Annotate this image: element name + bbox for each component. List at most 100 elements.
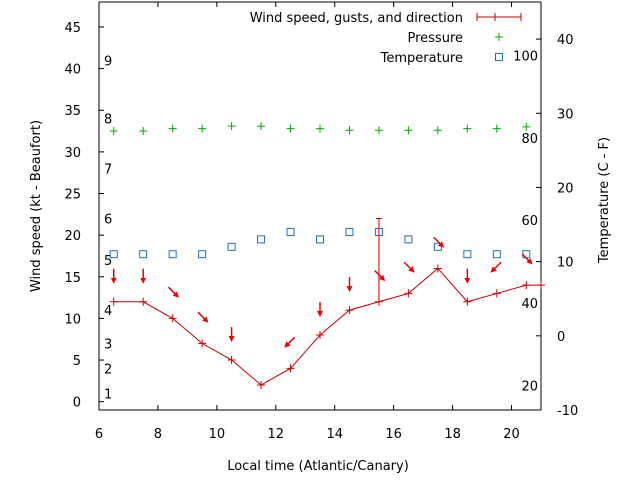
plot-frame <box>98 1 542 411</box>
pressure-series <box>109 122 531 136</box>
wind-speed-point <box>404 289 413 298</box>
legend-label: Pressure <box>407 31 463 46</box>
legend-pressure-marker <box>495 33 503 41</box>
y2-tick-label: -10 <box>557 404 578 419</box>
y-tick-label: 10 <box>64 312 81 327</box>
beaufort-label: 9 <box>104 54 112 69</box>
y-tick-label: 35 <box>64 104 81 119</box>
wind-speed-point <box>537 281 545 290</box>
wind-speed-line <box>113 267 541 386</box>
fahrenheit-label: 40 <box>521 297 538 312</box>
wind-speed-point <box>257 381 266 390</box>
fahrenheit-label: 20 <box>521 380 538 395</box>
wind-direction-arrow <box>433 236 445 248</box>
wind-speed-point <box>168 314 177 323</box>
x-tick-label: 14 <box>326 427 343 442</box>
temperature-point <box>345 227 354 236</box>
x-tick-label: 8 <box>154 427 162 442</box>
fahrenheit-label: 60 <box>521 214 538 229</box>
pressure-point <box>227 122 236 131</box>
x-axis-title: Local time (Atlantic/Canary) <box>227 459 409 474</box>
wind-direction-arrow <box>374 270 386 282</box>
wind-direction-arrow <box>284 336 296 348</box>
temperature-point <box>139 250 148 259</box>
wind-speed-point <box>227 356 236 365</box>
x-axis: 6 8 10 12 14 16 18 20 <box>95 2 520 442</box>
wind-speed-point <box>316 331 324 340</box>
x-tick-label: 16 <box>385 427 402 442</box>
fahrenheit-label: 100 <box>513 49 538 64</box>
beaufort-scale: 1 2 3 4 5 6 7 8 9 <box>104 54 112 402</box>
wind-direction-arrow <box>167 286 179 298</box>
pressure-point <box>198 124 207 133</box>
pressure-point <box>404 126 413 135</box>
fahrenheit-scale: 20 40 60 80 100 <box>513 49 538 394</box>
y-tick-label: 30 <box>64 146 81 161</box>
y-axis-title: Wind speed (kt - Beaufort) <box>29 120 44 292</box>
wind-direction-arrow <box>521 253 533 265</box>
temperature-series <box>109 227 531 259</box>
legend-temperature-marker <box>495 53 503 61</box>
y-tick-label: 0 <box>73 396 81 411</box>
beaufort-label: 4 <box>104 304 112 319</box>
y-tick-label: 5 <box>73 354 81 369</box>
wind-speed-point <box>492 289 501 298</box>
temperature-point <box>198 250 207 259</box>
fahrenheit-label: 80 <box>521 132 538 147</box>
pressure-point <box>109 127 118 136</box>
wind-speed-point <box>345 306 354 315</box>
pressure-point <box>345 126 354 135</box>
pressure-point <box>433 126 442 135</box>
wind-speed-point <box>109 297 118 306</box>
legend-label: Wind speed, gusts, and direction <box>250 11 463 26</box>
pressure-point <box>286 124 295 133</box>
pressure-point <box>492 124 501 133</box>
y2-tick-label: 10 <box>557 256 574 271</box>
y-tick-label: 45 <box>64 21 81 36</box>
y2-tick-label: 30 <box>557 107 574 122</box>
x-tick-label: 20 <box>503 427 520 442</box>
y-axis-left: 0 5 10 15 20 25 30 35 40 45 <box>64 21 104 411</box>
x-tick-label: 18 <box>444 427 461 442</box>
y2-tick-label: 40 <box>557 33 574 48</box>
x-tick-label: 10 <box>209 427 226 442</box>
y-axis-right: -10 0 10 20 30 40 <box>536 33 578 419</box>
y-tick-label: 40 <box>64 63 81 78</box>
wind-speed-point <box>198 339 207 348</box>
temperature-point <box>316 235 324 244</box>
y-tick-label: 15 <box>64 271 81 286</box>
temperature-point <box>257 235 266 244</box>
wind-direction-arrows <box>110 236 533 348</box>
y2-axis-title: Temperature (C - F) <box>597 137 612 264</box>
pressure-point <box>374 126 383 135</box>
x-tick-label: 12 <box>268 427 285 442</box>
pressure-point <box>257 122 266 131</box>
wind-speed-point <box>433 264 442 273</box>
legend-wind-marker <box>476 13 522 21</box>
beaufort-label: 8 <box>104 113 112 128</box>
beaufort-label: 3 <box>104 337 112 352</box>
pressure-point <box>316 124 324 133</box>
wind-speed-point <box>139 297 148 306</box>
pressure-point <box>168 124 177 133</box>
wind-speed-point <box>522 281 531 290</box>
temperature-point <box>168 250 177 259</box>
beaufort-label: 5 <box>104 254 112 269</box>
wind-speed-point <box>286 364 295 373</box>
beaufort-label: 1 <box>104 387 112 402</box>
wind-direction-arrow <box>403 261 415 273</box>
temperature-point <box>463 250 472 259</box>
temperature-point <box>404 235 413 244</box>
y2-tick-label: 20 <box>557 181 574 196</box>
wind-speed-series <box>109 217 545 390</box>
temperature-point <box>227 242 236 251</box>
legend-label: Temperature <box>380 51 463 66</box>
temperature-point <box>492 250 501 259</box>
beaufort-label: 7 <box>104 163 112 178</box>
y-tick-label: 20 <box>64 229 81 244</box>
wind-direction-arrow <box>490 261 502 273</box>
x-tick-label: 6 <box>95 427 103 442</box>
y-tick-label: 25 <box>64 188 81 203</box>
pressure-point <box>463 124 472 133</box>
